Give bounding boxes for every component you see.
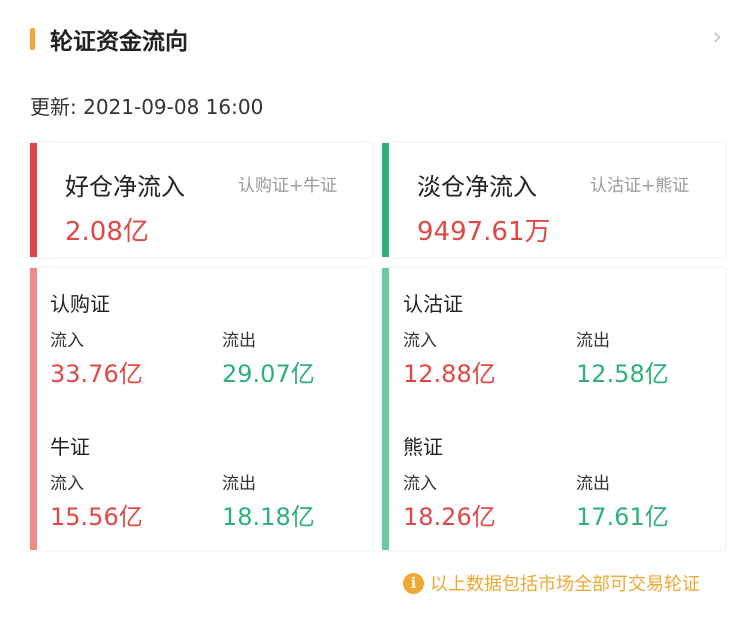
card-subtitle: 认购证+牛证 <box>238 176 338 196</box>
bear-detail-card: 认沽证 流入 12.88亿 流出 12.58亿 熊证 流入 18.26亿 流出 … <box>382 268 725 550</box>
outflow-label: 流出 <box>576 474 610 494</box>
outflow-value: 12.58亿 <box>576 360 669 388</box>
inflow-value: 15.56亿 <box>50 503 143 531</box>
red-light-bar <box>30 268 37 550</box>
group-name: 熊证 <box>403 435 443 459</box>
bull-detail-card: 认购证 流入 33.76亿 流出 29.07亿 牛证 流入 15.56亿 流出 … <box>30 268 372 550</box>
inflow-value: 12.88亿 <box>403 360 496 388</box>
chevron-right-icon[interactable]: › <box>712 22 723 52</box>
bull-net-inflow-card: 好仓净流入 认购证+牛证 2.08亿 <box>30 143 372 257</box>
outflow-label: 流出 <box>222 474 256 494</box>
outflow-value: 18.18亿 <box>222 503 315 531</box>
card-value: 2.08亿 <box>65 217 149 247</box>
card-title: 好仓净流入 <box>65 173 185 201</box>
group-name: 认购证 <box>50 292 110 316</box>
update-time: 更新: 2021-09-08 16:00 <box>30 95 264 119</box>
outflow-label: 流出 <box>576 331 610 351</box>
inflow-value: 18.26亿 <box>403 503 496 531</box>
outflow-value: 29.07亿 <box>222 360 315 388</box>
outflow-value: 17.61亿 <box>576 503 669 531</box>
bear-net-inflow-card: 淡仓净流入 认沽证+熊证 9497.61万 <box>382 143 725 257</box>
inflow-value: 33.76亿 <box>50 360 143 388</box>
page-title: 轮证资金流向 <box>50 29 188 55</box>
inflow-label: 流入 <box>50 474 84 494</box>
group-name: 牛证 <box>50 435 90 459</box>
card-title: 淡仓净流入 <box>417 173 537 201</box>
group-name: 认沽证 <box>403 292 463 316</box>
info-icon: i <box>403 572 424 594</box>
inflow-label: 流入 <box>50 331 84 351</box>
card-subtitle: 认沽证+熊证 <box>590 176 690 196</box>
inflow-label: 流入 <box>403 474 437 494</box>
green-light-bar <box>382 268 389 550</box>
green-bar <box>382 143 389 257</box>
footer-note-text: 以上数据包括市场全部可交易轮证 <box>430 574 700 595</box>
red-bar <box>30 143 37 257</box>
footer-note: i 以上数据包括市场全部可交易轮证 <box>403 570 700 596</box>
outflow-label: 流出 <box>222 331 256 351</box>
title-accent-bar <box>30 28 35 50</box>
card-value: 9497.61万 <box>417 217 551 247</box>
inflow-label: 流入 <box>403 331 437 351</box>
